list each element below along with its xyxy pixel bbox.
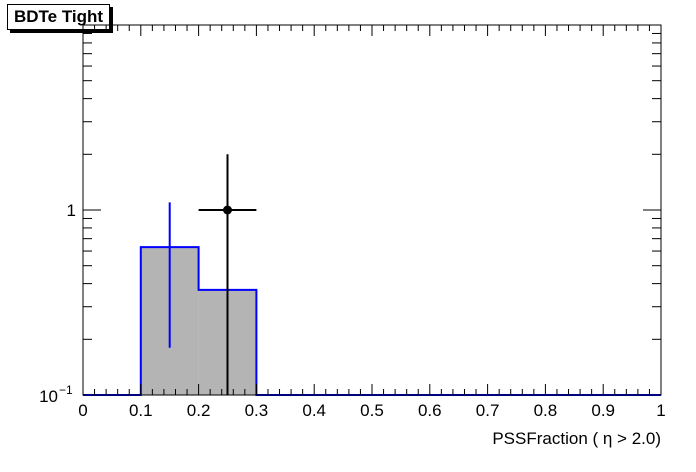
histogram-outline (83, 246, 661, 396)
x-tick-label: 1 (656, 401, 665, 420)
x-tick-label: 0.6 (418, 401, 442, 420)
x-tick-label: 0.2 (187, 401, 211, 420)
x-tick-label: 0.1 (129, 401, 153, 420)
x-tick-label: 0 (78, 401, 87, 420)
histogram-layer (83, 202, 661, 396)
y-tick-label-exponent: −1 (59, 383, 73, 397)
y-tick-label: 10 (39, 387, 58, 406)
x-tick-label: 0.4 (302, 401, 326, 420)
axis-ticks (82, 24, 662, 396)
x-tick-label: 0.8 (534, 401, 558, 420)
data-points-layer (198, 154, 257, 395)
y-tick-label: 1 (67, 201, 76, 220)
x-axis-label: PSSFraction ( η > 2.0) (492, 429, 661, 448)
x-tick-label: 0.5 (360, 401, 384, 420)
x-tick-label: 0.3 (245, 401, 269, 420)
chart-title: BDTe Tight (7, 4, 111, 30)
x-tick-label: 0.9 (591, 401, 615, 420)
tick-labels: 0 0.1 0.2 0.3 0.4 0.5 0.6 0.7 0.8 0.9 1 10 −1 1 (39, 201, 666, 420)
data-point-marker (223, 205, 232, 215)
x-tick-label: 0.7 (476, 401, 500, 420)
